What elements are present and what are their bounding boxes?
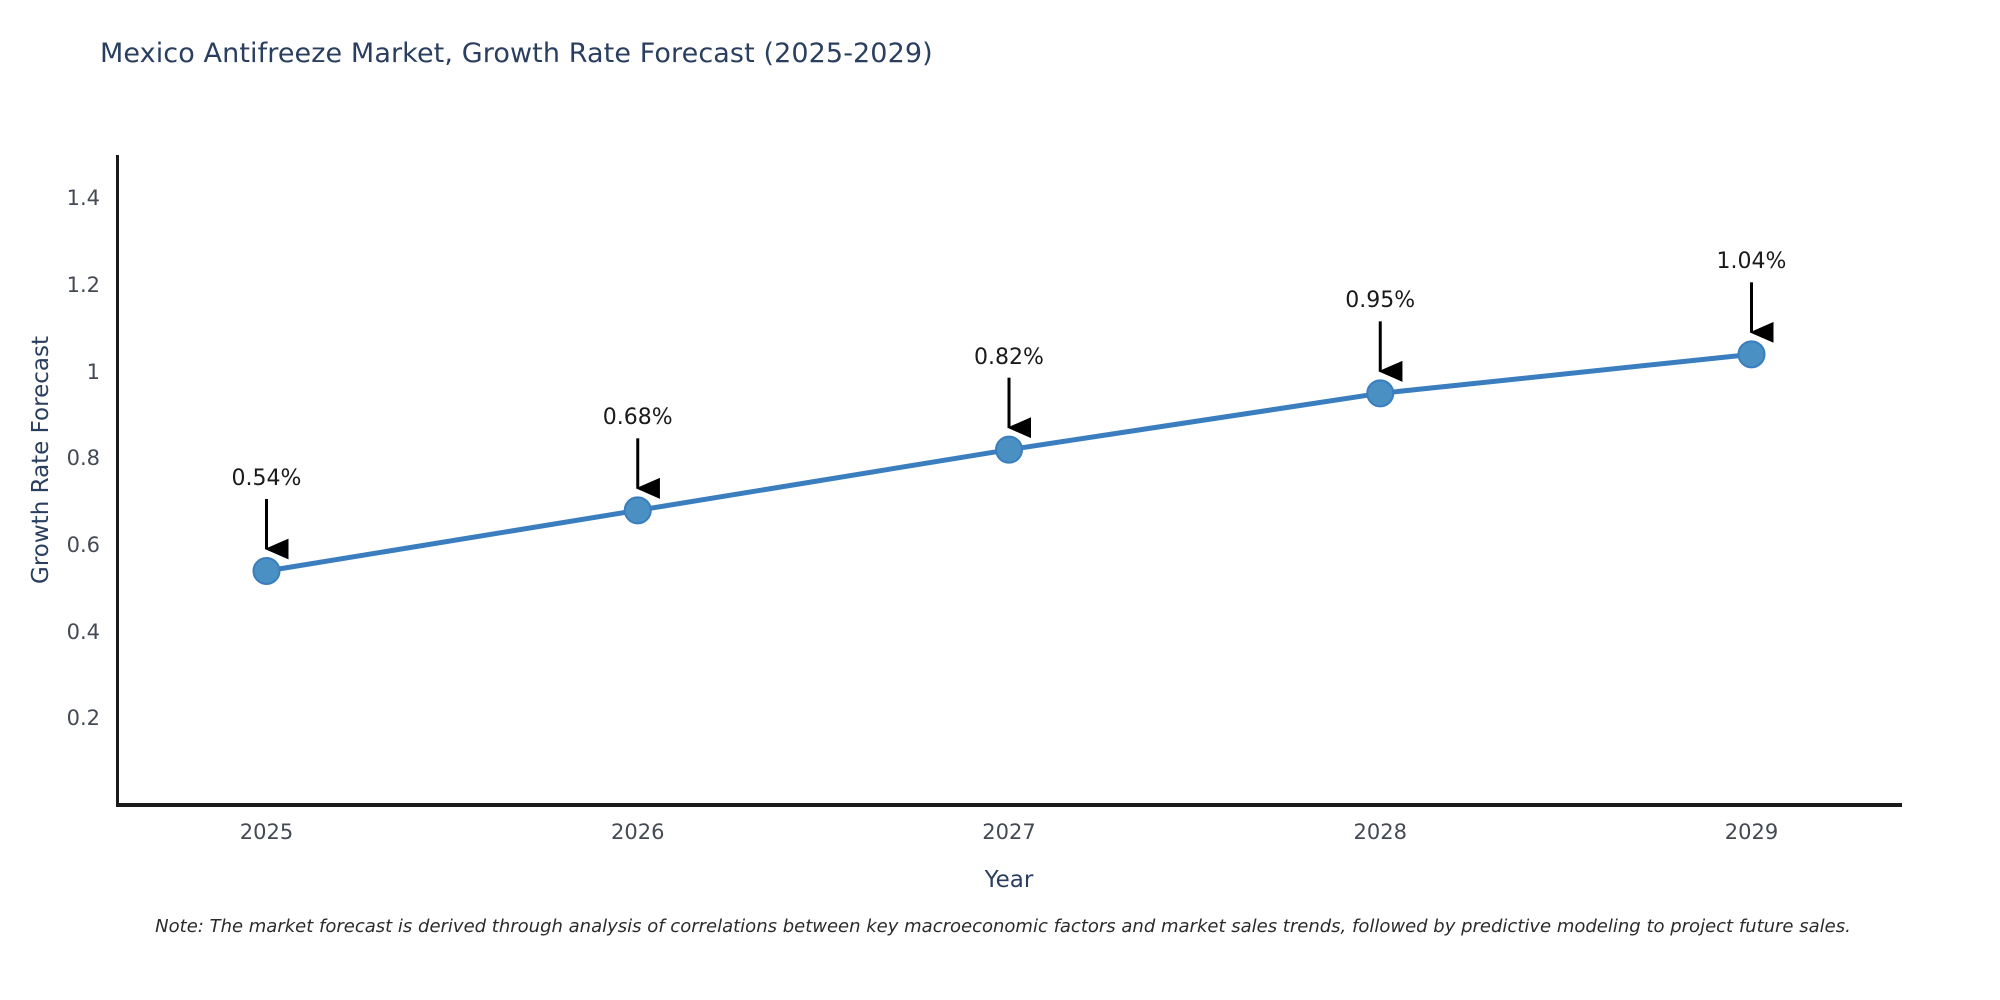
data-point-marker[interactable] — [1737, 340, 1766, 369]
x-tick-label: 2026 — [611, 820, 665, 844]
y-axis-spine — [116, 155, 119, 807]
x-tick-label: 2027 — [982, 820, 1036, 844]
y-tick-label: 0.8 — [66, 446, 100, 471]
y-axis-ticks: 0.2 0.4 0.6 0.8 1 1.2 1.4 — [0, 155, 100, 805]
data-point-label: 0.68% — [602, 405, 673, 431]
x-tick-label: 2028 — [1353, 820, 1407, 844]
data-point-marker[interactable] — [1366, 379, 1395, 408]
annotation-arrows — [264, 282, 1774, 560]
y-tick-label: 0.4 — [66, 619, 100, 644]
x-axis-title: Year — [984, 867, 1034, 893]
y-tick-label: 0.6 — [66, 533, 100, 557]
data-point-label: 0.82% — [974, 344, 1044, 370]
x-tick-label: 2029 — [1724, 820, 1779, 844]
chart-footnote: Note: The market forecast is derived thr… — [155, 916, 1851, 937]
data-point-marker[interactable] — [623, 496, 652, 525]
chart-title: Mexico Antifreeze Market, Growth Rate Fo… — [100, 38, 933, 69]
line-series — [264, 351, 1754, 574]
x-axis-spine — [116, 803, 1902, 807]
data-point-marker[interactable] — [995, 435, 1023, 464]
data-point-marker[interactable] — [252, 557, 281, 585]
y-tick-label: 1.2 — [66, 273, 100, 297]
x-tick-label: 2025 — [239, 820, 294, 844]
y-tick-label: 0.2 — [66, 706, 100, 731]
data-point-label: 1.04% — [1716, 249, 1787, 275]
data-point-label: 0.54% — [231, 466, 302, 491]
data-point-label: 0.95% — [1345, 288, 1416, 314]
x-axis-ticks: 2025 2026 2027 2028 2029 — [118, 820, 1900, 850]
data-point-markers — [252, 340, 1766, 585]
y-tick-label: 1.4 — [66, 186, 100, 211]
y-tick-label: 1 — [86, 359, 100, 384]
